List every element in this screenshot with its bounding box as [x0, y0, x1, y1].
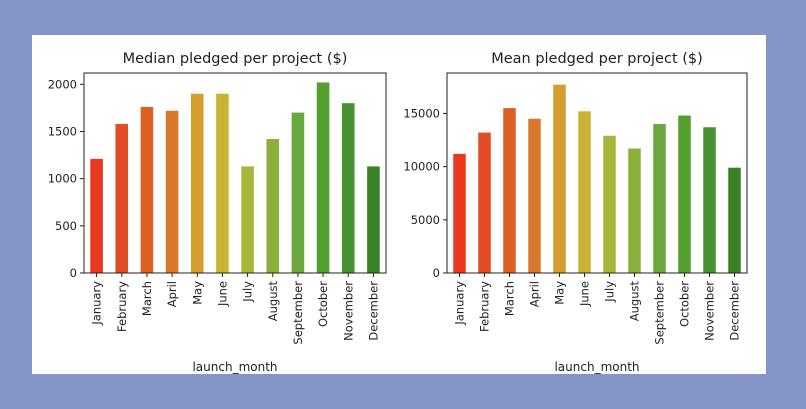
figure-canvas: Median pledged per project ($) launch_mo…	[48, 51, 748, 374]
x-tick-label: June	[215, 281, 229, 307]
bar	[341, 103, 355, 273]
bar	[528, 118, 541, 274]
x-tick-label: September	[291, 281, 305, 345]
bar	[241, 166, 254, 273]
x-tick-label: February	[478, 281, 492, 332]
x-tick-label: May	[190, 281, 204, 305]
x-tick-label: September	[653, 281, 667, 345]
x-tick-label: November	[703, 281, 717, 341]
x-tick-label: August	[628, 281, 642, 322]
bar	[678, 115, 691, 273]
x-tick-label: March	[503, 281, 517, 316]
x-tick-label: March	[140, 281, 154, 316]
bar	[291, 112, 305, 274]
bar	[628, 148, 641, 273]
x-tick-label: October	[678, 281, 692, 327]
y-tick-label: 0	[70, 266, 77, 280]
x-tick-label: January	[90, 281, 104, 326]
median-pledged-chart: Median pledged per project ($) launch_mo…	[48, 51, 387, 374]
bar	[728, 167, 741, 273]
bar	[140, 106, 154, 274]
bar	[453, 153, 466, 273]
bar	[266, 139, 280, 273]
x-tick-label: May	[553, 281, 567, 305]
x-tick-label: July	[603, 281, 617, 303]
x-tick-label: January	[453, 281, 467, 326]
y-tick-label: 5000	[411, 213, 440, 227]
mean-pledged-chart: Mean pledged per project ($) launch_mont…	[403, 51, 748, 374]
x-tick-label: November	[341, 281, 355, 341]
bar	[578, 111, 591, 273]
bar	[165, 110, 179, 274]
y-tick-label: 0	[433, 266, 440, 280]
bar	[478, 132, 491, 273]
bar	[115, 123, 129, 273]
bar	[316, 82, 330, 274]
x-tick-label: April	[528, 281, 542, 307]
chart-title: Median pledged per project ($)	[123, 51, 348, 67]
y-tick-label: 500	[55, 219, 77, 233]
y-tick-label: 10000	[403, 160, 440, 174]
bar	[553, 84, 566, 273]
bar	[190, 93, 204, 273]
axes-frame	[83, 72, 387, 274]
x-tick-label: July	[241, 281, 255, 303]
x-tick-label: August	[266, 281, 280, 322]
bar	[603, 135, 616, 273]
x-axis-label: launch_month	[192, 360, 277, 374]
bar	[703, 127, 716, 273]
x-tick-label: December	[366, 281, 380, 341]
bar	[90, 158, 103, 273]
x-tick-label: October	[316, 281, 330, 327]
bar	[503, 108, 516, 273]
axes-frame	[446, 72, 748, 274]
x-tick-label: April	[165, 281, 179, 307]
y-tick-label: 15000	[403, 106, 440, 120]
y-tick-label: 1500	[48, 124, 77, 138]
chart-title: Mean pledged per project ($)	[491, 51, 703, 67]
y-tick-label: 2000	[48, 77, 77, 91]
figure-panel: Median pledged per project ($) launch_mo…	[32, 35, 766, 374]
bar	[216, 93, 229, 273]
x-tick-label: December	[728, 281, 742, 341]
x-axis-label: launch_month	[554, 360, 639, 374]
x-tick-label: June	[578, 281, 592, 307]
y-tick-label: 1000	[48, 172, 77, 186]
x-tick-label: February	[115, 281, 129, 332]
bar	[653, 124, 666, 273]
bar	[367, 166, 380, 273]
